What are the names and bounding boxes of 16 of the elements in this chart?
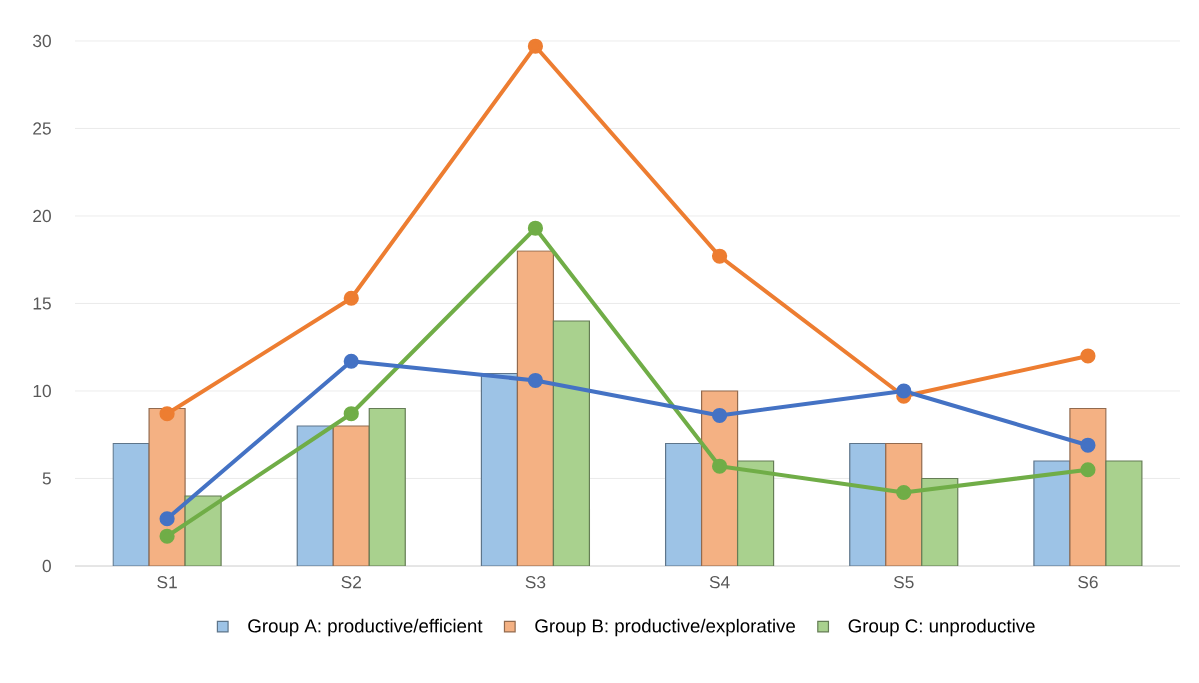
x-tick-label: S1: [157, 576, 177, 589]
x-tick-label: S3: [525, 576, 546, 589]
x-tick-label: S5: [893, 576, 914, 589]
y-tick-label: 0: [42, 559, 51, 573]
x-tick-label: S2: [341, 576, 361, 589]
x-tick-label: S4: [709, 576, 730, 589]
legend-label: Group B: productive/explorative: [535, 618, 795, 637]
y-tick-label: 30: [33, 34, 51, 48]
y-tick-label: 15: [33, 297, 51, 310]
y-tick-label: 20: [33, 209, 51, 223]
y-tick-label: 25: [33, 122, 51, 135]
y-tick-label: 5: [42, 472, 51, 485]
legend-label: Group A: productive/efficient: [248, 618, 483, 637]
y-tick-label: 10: [33, 384, 51, 398]
legend-label: Group C: unproductive: [848, 618, 1035, 637]
x-tick-label: S6: [1078, 576, 1098, 589]
